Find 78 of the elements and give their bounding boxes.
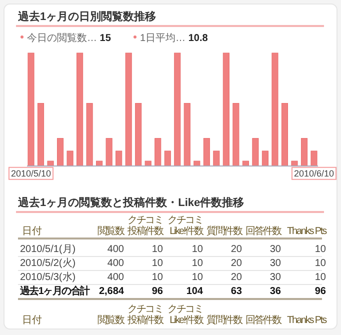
bar (300, 138, 308, 166)
bar (125, 52, 132, 166)
bar (96, 160, 103, 166)
bar (28, 52, 34, 166)
data-label: 2,684 (98, 286, 124, 297)
category-label: 2010/5/1(月) (20, 244, 76, 255)
bar (174, 52, 181, 166)
bar (184, 103, 190, 166)
text: 閲覧数 (97, 315, 124, 326)
data-label: 36 (270, 286, 282, 297)
data-label: 20 (230, 272, 242, 283)
text: 質問件数 (206, 315, 242, 326)
text: 今日の閲覧数… 15 (27, 32, 112, 44)
data-label: 10 (152, 258, 164, 269)
text: 過去1ヶ月の閲覧数と投稿件数・Like件数推移 (17, 196, 244, 209)
data-label: 30 (270, 244, 282, 255)
chart-title: 過去1ヶ月の日別閲覧数推移 (17, 10, 156, 23)
bar (194, 160, 200, 166)
data-label: 63 (230, 286, 242, 297)
bar (272, 52, 278, 166)
data-label: 10 (314, 272, 326, 283)
text: クチコミ投稿件数 (127, 304, 163, 326)
category-label: 2010/5/2(火) (20, 257, 76, 269)
x-tick-label: 2010/6/10 (294, 168, 334, 178)
bar (66, 150, 74, 166)
data-label: 400 (107, 244, 124, 255)
bar (47, 160, 54, 166)
data-label: 30 (270, 258, 282, 269)
bar (154, 138, 162, 166)
data-label: 10 (152, 272, 164, 283)
category-label: 過去1ヶ月の合計 (19, 285, 90, 297)
data-label: 30 (270, 272, 282, 283)
bar (262, 150, 268, 166)
bar (37, 103, 44, 166)
bar (106, 138, 112, 166)
text: 質問件数 (206, 225, 244, 237)
bar (86, 103, 93, 166)
bar (232, 103, 240, 166)
bar (203, 138, 210, 166)
bar (116, 150, 122, 166)
text: 日付 (22, 315, 42, 326)
text: Thanks Pts (286, 315, 326, 326)
bar (76, 52, 84, 166)
data-label: 10 (314, 244, 326, 255)
bar (57, 138, 64, 166)
text: クチコミLike!件数 (167, 304, 203, 326)
text: 回答件数 (245, 225, 282, 237)
data-label: 10 (192, 244, 204, 255)
data-label: 10 (314, 258, 326, 269)
data-label: 96 (152, 286, 164, 297)
bar (213, 150, 220, 166)
data-label: 10 (192, 258, 204, 269)
data-label: 400 (107, 258, 124, 269)
data-label: 20 (230, 244, 242, 255)
text: 閲覧数 (97, 226, 126, 237)
text: Thanks Pts (286, 226, 328, 237)
bar (135, 103, 142, 166)
bar (242, 160, 249, 166)
text: クチコミLike!件数 (167, 215, 204, 237)
bar (144, 160, 152, 166)
text: 日付 (22, 226, 42, 237)
data-label: 20 (230, 258, 242, 269)
data-label: 104 (186, 286, 204, 297)
data-label: 400 (107, 272, 124, 283)
bar (252, 138, 259, 166)
bar (222, 52, 230, 166)
text: 回答件数 (245, 315, 281, 326)
bar (164, 150, 171, 166)
bar (310, 150, 318, 166)
data-label: 96 (314, 286, 326, 297)
text: クチコミ投稿件数 (126, 215, 164, 237)
text: 1日平均… 10.8 (140, 32, 208, 44)
category-label: 2010/5/3(水) (20, 271, 76, 283)
data-label: 10 (192, 272, 204, 283)
x-tick-label: 2010/5/10 (10, 168, 52, 178)
data-label: 10 (152, 244, 164, 255)
bar (291, 160, 298, 166)
bar (281, 103, 288, 166)
